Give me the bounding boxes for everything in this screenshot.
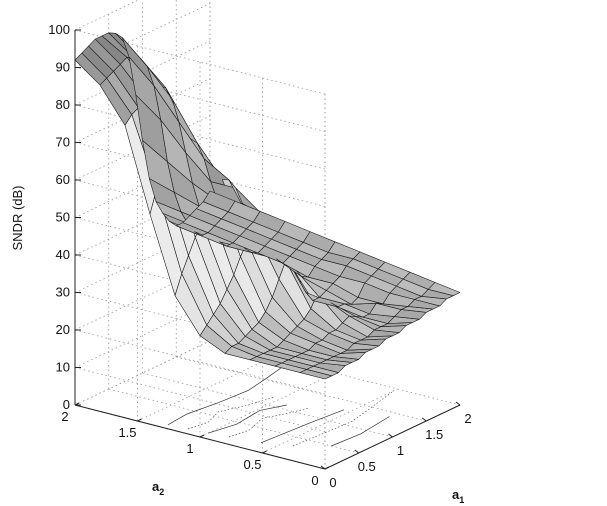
x-tick-label: 2 [464,411,471,426]
surface-mesh [74,32,461,380]
y-tick-mark [262,450,267,454]
y-tick-label: 1.5 [118,425,136,440]
x-tick-mark [388,433,393,438]
contour-line [260,409,345,444]
x-tick-mark [354,449,360,454]
contour-line [187,396,275,430]
contour-projection [167,364,395,447]
surface-facet [427,282,461,297]
x-axis-label-subscript: 1 [459,495,464,505]
z-tick-label: 70 [56,135,70,150]
z-tick-label: 20 [56,322,70,337]
x-tick-mark [421,417,427,422]
x-tick-mark [455,401,461,406]
y-tick-mark [74,402,80,406]
x-tick-mark [320,465,326,470]
z-axis-label: SNDR (dB) [10,185,25,250]
z-tick-label: 0 [63,397,70,412]
z-tick-label: 80 [56,97,70,112]
z-tick-label: 40 [56,247,70,262]
contour-line [228,407,309,438]
contour-line [207,404,287,434]
z-tick-label: 10 [56,360,70,375]
z-tick-label: 100 [48,22,70,37]
y-tick-mark [324,466,330,470]
z-tick-label: 50 [56,210,70,225]
z-tick-label: 30 [56,285,70,300]
x-tick-label: 0 [329,475,336,490]
y-axis-label-subscript: 2 [159,487,164,497]
y-tick-label: 1 [186,441,193,456]
x-axis-label: a1 [452,487,464,505]
z-tick-label: 60 [56,172,70,187]
x-tick-label: 0.5 [358,459,376,474]
x-tick-label: 1 [397,443,404,458]
grid-line-y-floor [262,388,398,454]
y-tick-label: 0 [311,473,318,488]
axes [74,29,461,470]
y-axis-label-main: a [152,479,160,494]
contour-line [331,416,390,447]
grid-line-x-floor [142,372,393,438]
contour-line [292,390,395,447]
y-tick-mark [137,418,142,422]
y-tick-label: 2 [61,409,68,424]
contour-line [167,364,287,426]
y-tick-label: 0.5 [243,457,261,472]
x-tick-label: 1.5 [425,427,443,442]
y-axis-label: a2 [152,479,164,497]
z-tick-label: 90 [56,60,70,75]
y-tick-mark [199,434,205,438]
x-axis-label-main: a [452,487,460,502]
